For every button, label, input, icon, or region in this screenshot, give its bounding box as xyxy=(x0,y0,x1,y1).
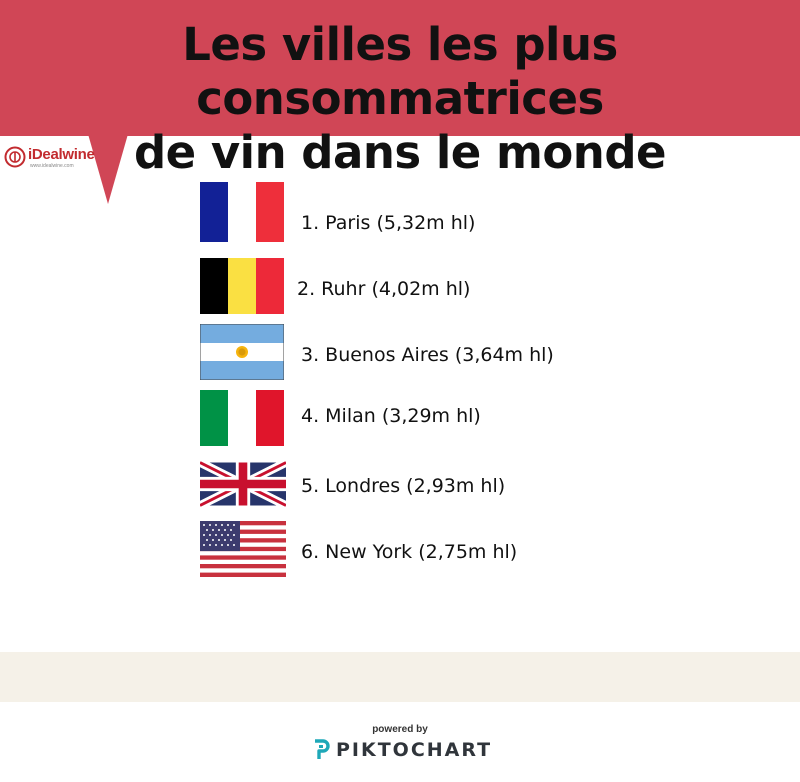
footer: powered by PIKTOCHART xyxy=(0,702,800,782)
logo-url: www.idealwine.com xyxy=(30,163,74,169)
france-flag-icon xyxy=(200,182,284,242)
argentina-flag-icon xyxy=(200,324,284,380)
title-line-1: Les villes les plus consommatrices xyxy=(182,18,618,125)
belgium-flag-icon xyxy=(200,258,284,314)
page-title: Les villes les plus consommatrices de vi… xyxy=(0,18,800,180)
title-line-2: de vin dans le monde xyxy=(133,126,667,179)
uk-flag-icon xyxy=(200,458,286,510)
piktochart-brand: PIKTOCHART xyxy=(336,739,493,761)
ranking-item-5: 5. Londres (2,93m hl) xyxy=(301,475,506,497)
ranking-item-6: 6. New York (2,75m hl) xyxy=(301,541,518,563)
ranking-item-4: 4. Milan (3,29m hl) xyxy=(301,405,481,427)
italy-flag-icon xyxy=(200,390,284,446)
ranking-item-3: 3. Buenos Aires (3,64m hl) xyxy=(301,344,554,366)
idealwine-logo-icon xyxy=(4,146,26,168)
piktochart-logo-icon xyxy=(315,739,330,759)
logo-name: iDealwine xyxy=(28,146,95,163)
idealwine-logo[interactable]: iDealwine www.idealwine.com xyxy=(4,146,104,170)
usa-flag-icon xyxy=(200,521,286,577)
banner-speech-tail xyxy=(88,134,128,204)
title-banner xyxy=(0,0,800,136)
bottom-band xyxy=(0,652,800,702)
powered-by-label: powered by xyxy=(372,724,428,735)
ranking-item-1: 1. Paris (5,32m hl) xyxy=(301,212,476,234)
ranking-item-2: 2. Ruhr (4,02m hl) xyxy=(297,278,471,300)
